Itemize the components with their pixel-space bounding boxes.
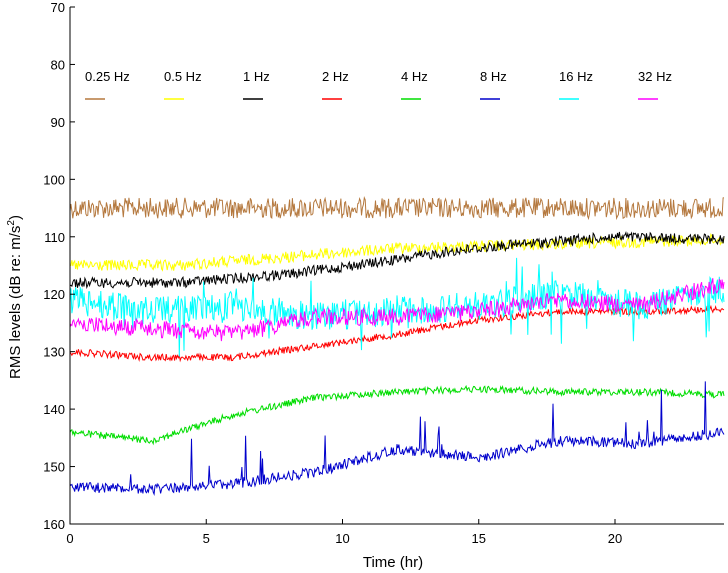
legend-label-0: 0.25 Hz (85, 69, 130, 84)
x-axis-label: Time (hr) (363, 554, 423, 571)
legend-label-2: 1 Hz (243, 69, 270, 84)
y-tick-label: 80 (51, 57, 65, 72)
x-tick-label: 5 (203, 531, 210, 546)
series-layer (69, 195, 725, 496)
legend-label-6: 16 Hz (559, 69, 593, 84)
legend-label-4: 4 Hz (401, 69, 428, 84)
y-axis-label: RMS levels (dB re: m/s2) (6, 215, 24, 379)
series-line-5 (69, 381, 725, 496)
series-line-4 (69, 384, 725, 446)
legend-label-3: 2 Hz (322, 69, 349, 84)
y-tick-label: 110 (44, 230, 65, 245)
y-tick-label: 70 (51, 0, 65, 15)
legend-label-1: 0.5 Hz (164, 69, 202, 84)
series-line-0 (69, 195, 725, 221)
y-tick-label: 150 (43, 460, 65, 475)
series-line-7 (69, 278, 725, 342)
y-tick-label: 100 (43, 172, 65, 187)
y-axis-label-close: ) (7, 215, 24, 220)
x-tick-label: 15 (472, 531, 486, 546)
series-line-1 (69, 233, 725, 272)
legend-label-5: 8 Hz (480, 69, 507, 84)
legend: 0.25 Hz 0.5 Hz 1 Hz 2 Hz 4 Hz 8 Hz 16 Hz 32 Hz (85, 69, 672, 100)
x-tick-label: 20 (608, 531, 622, 546)
y-tick-label: 160 (43, 517, 65, 532)
y-axis-label-sup: 2 (6, 220, 17, 226)
y-tick-label: 140 (43, 402, 65, 417)
y-tick-label: 130 (43, 345, 65, 360)
series-line-2 (69, 231, 725, 290)
y-tick-label: 90 (51, 115, 65, 130)
y-tick-label: 120 (43, 287, 65, 302)
y-axis-label-main: RMS levels (dB re: m/s (7, 226, 24, 379)
x-tick-label: 10 (335, 531, 349, 546)
x-tick-label: 0 (66, 531, 73, 546)
legend-label-7: 32 Hz (638, 69, 672, 84)
